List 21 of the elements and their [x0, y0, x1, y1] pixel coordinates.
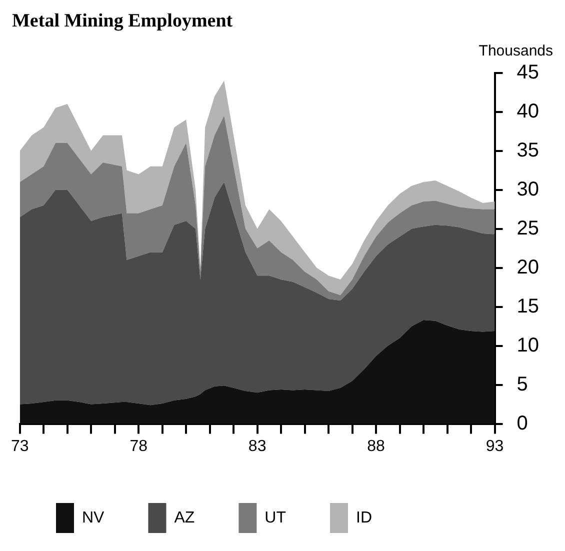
y-tick-label: 0 [516, 412, 528, 434]
x-tick-label: 73 [11, 438, 29, 455]
legend-label: AZ [174, 509, 195, 526]
x-tick-label: 93 [486, 438, 504, 455]
y-tick-label: 15 [516, 295, 540, 318]
y-tick-label: 45 [516, 61, 540, 84]
x-tick-label: 83 [248, 438, 266, 455]
x-tick-label: 78 [130, 438, 148, 455]
y-tick-label: 30 [516, 178, 540, 200]
chart-title: Metal Mining Employment [12, 10, 234, 32]
legend-label: NV [82, 509, 105, 526]
y-tick-label: 40 [516, 100, 540, 122]
legend-label: UT [264, 509, 286, 526]
legend-label: ID [356, 509, 372, 526]
y-tick-label: 35 [516, 139, 540, 162]
y-tick-label: 25 [516, 217, 540, 240]
y-tick-label: 20 [516, 256, 540, 278]
y-tick-label: 10 [516, 334, 540, 356]
y-axis-title: Thousands [478, 42, 553, 60]
y-tick-label: 5 [516, 373, 528, 396]
x-tick-label: 88 [367, 438, 386, 455]
